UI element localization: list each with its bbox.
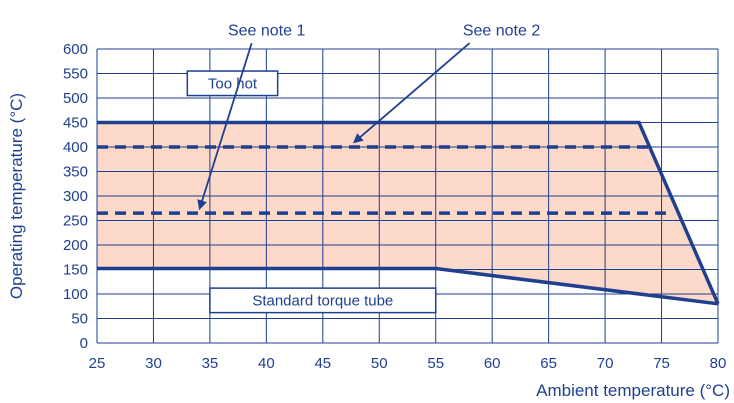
y-tick-label-300: 300 bbox=[63, 188, 88, 205]
y-tick-label-100: 100 bbox=[63, 286, 88, 303]
x-tick-label-75: 75 bbox=[653, 355, 670, 372]
see-note-2-label: See note 2 bbox=[463, 22, 541, 39]
boundary-line-1 bbox=[97, 266, 719, 306]
y-tick-label-600: 600 bbox=[63, 41, 88, 58]
y-axis-title: Operating temperature (°C) bbox=[7, 93, 26, 299]
boundary-line-0 bbox=[97, 120, 720, 305]
boundary-lines-layer bbox=[97, 120, 720, 306]
y-tick-label-450: 450 bbox=[63, 115, 88, 132]
y-tick-label-0: 0 bbox=[80, 335, 88, 352]
annotation-layer: Too hot Standard torque tube See note 1 See… bbox=[186, 22, 541, 314]
x-tick-label-45: 45 bbox=[314, 355, 331, 372]
y-tick-label-350: 350 bbox=[63, 164, 88, 181]
x-tick-label-65: 65 bbox=[540, 355, 557, 372]
y-tick-label-500: 500 bbox=[63, 90, 88, 107]
x-tick-label-60: 60 bbox=[484, 355, 501, 372]
y-tick-label-400: 400 bbox=[63, 139, 88, 156]
y-tick-label-50: 50 bbox=[71, 311, 88, 328]
y-tick-label-200: 200 bbox=[63, 237, 88, 254]
too-hot-label: Too hot bbox=[208, 75, 258, 92]
x-tick-label-40: 40 bbox=[258, 355, 275, 372]
tick-labels-layer: 25 30 35 40 45 50 55 60 65 70 75 80 0 50 100 150 200 250 3… bbox=[63, 41, 726, 372]
y-tick-label-150: 150 bbox=[63, 262, 88, 279]
standard-torque-tube-box bbox=[209, 287, 437, 314]
x-tick-label-55: 55 bbox=[427, 355, 444, 372]
too-hot-box bbox=[186, 70, 279, 97]
x-axis-title: Ambient temperature (°C) bbox=[536, 381, 730, 400]
x-tick-label-70: 70 bbox=[597, 355, 614, 372]
x-tick-label-50: 50 bbox=[371, 355, 388, 372]
see-note-1-arrow bbox=[197, 42, 253, 211]
y-tick-label-550: 550 bbox=[63, 66, 88, 83]
see-note-2-arrow bbox=[352, 42, 471, 144]
x-tick-label-25: 25 bbox=[89, 355, 106, 372]
see-note-1-label: See note 1 bbox=[228, 22, 306, 39]
y-tick-label-250: 250 bbox=[63, 213, 88, 230]
x-tick-label-80: 80 bbox=[710, 355, 727, 372]
x-tick-label-30: 30 bbox=[145, 355, 162, 372]
x-tick-label-35: 35 bbox=[202, 355, 219, 372]
standard-torque-tube-label: Standard torque tube bbox=[252, 292, 393, 309]
